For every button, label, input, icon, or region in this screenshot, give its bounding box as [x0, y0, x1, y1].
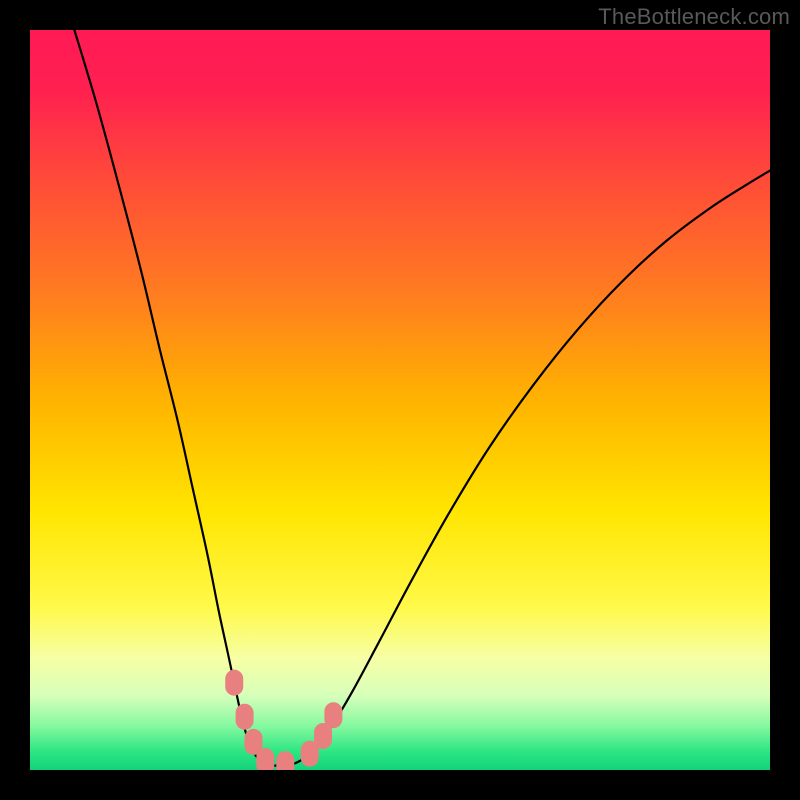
highlight-marker-1 [236, 704, 254, 730]
gradient-plot-background [30, 30, 770, 770]
highlight-marker-7 [324, 702, 342, 728]
chart-container: TheBottleneck.com [0, 0, 800, 800]
highlight-marker-0 [225, 670, 243, 696]
bottleneck-chart-svg [0, 0, 800, 800]
